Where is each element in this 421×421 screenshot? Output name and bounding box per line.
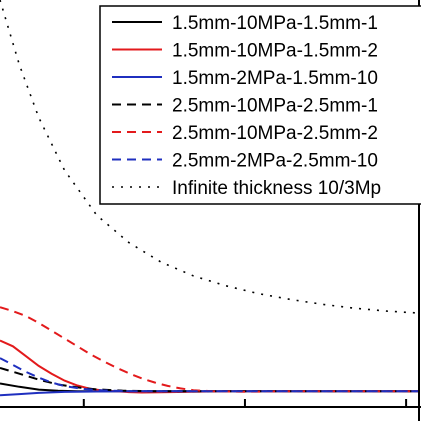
legend-label-2: 1.5mm-10MPa-1.5mm-2 (172, 41, 378, 62)
legend-box (99, 5, 421, 205)
legend-label-6: 2.5mm-2MPa-2.5mm-10 (172, 151, 378, 172)
legend-label-7: Infinite thickness 10/3Mp (172, 178, 381, 199)
legend-items: 1.5mm-10MPa-1.5mm-1 1.5mm-10MPa-1.5mm-2 1.… (112, 13, 381, 199)
series-line-6 (0, 357, 419, 393)
series-line-4 (0, 366, 419, 393)
legend-label-1: 1.5mm-10MPa-1.5mm-1 (172, 13, 378, 34)
legend-label-3: 1.5mm-2MPa-1.5mm-10 (172, 68, 378, 89)
legend-label-4: 2.5mm-10MPa-2.5mm-1 (172, 96, 378, 117)
legend: 1.5mm-10MPa-1.5mm-1 1.5mm-10MPa-1.5mm-2 1.… (99, 5, 421, 205)
series-layer (0, 0, 420, 397)
ticks-layer (82, 399, 408, 407)
legend-label-5: 2.5mm-10MPa-2.5mm-2 (172, 123, 378, 144)
series-line-7 (0, 0, 420, 314)
